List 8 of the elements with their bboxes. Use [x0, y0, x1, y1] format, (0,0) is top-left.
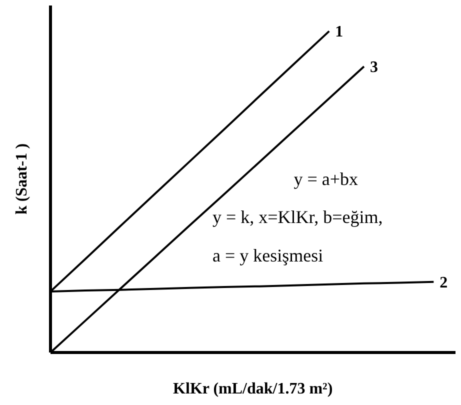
x-axis-title: KlKr (mL/dak/1.73 m²)	[173, 380, 333, 398]
series-label: 3	[370, 59, 378, 76]
series-label: 1	[335, 24, 344, 41]
annotation: y = k, x=KlKr, b=eğim,	[212, 207, 383, 228]
annotation: y = a+bx	[294, 169, 358, 189]
annotation: a = y kesişmesi	[212, 245, 324, 266]
series-label: 2	[440, 274, 448, 292]
y-axis-title: k (Saat-1 )	[14, 143, 30, 215]
